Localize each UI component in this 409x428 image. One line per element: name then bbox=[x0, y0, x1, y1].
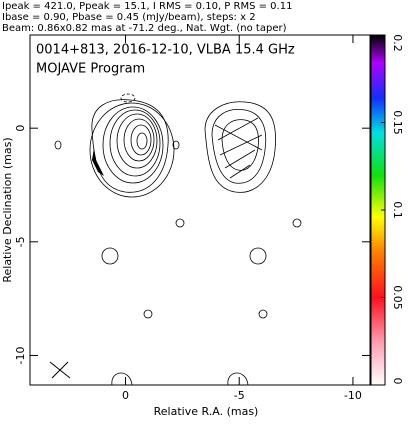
header-line: Ibase = 0.90, Pbase = 0.45 (mJy/beam), s… bbox=[2, 12, 256, 23]
header-line: Beam: 0.86x0.82 mas at -71.2 deg., Nat. … bbox=[2, 23, 287, 34]
y-axis-label: Relative Declination (mas) bbox=[1, 137, 14, 282]
x-tick-label: -10 bbox=[344, 389, 362, 402]
colorbar-tick-label: 0.1 bbox=[391, 201, 404, 219]
dark-edge bbox=[92, 148, 104, 176]
x-tick-label: -5 bbox=[234, 389, 245, 402]
contours bbox=[49, 93, 302, 386]
y-tick-label: -10 bbox=[14, 346, 27, 364]
x-axis-label: Relative R.A. (mas) bbox=[154, 405, 259, 418]
colorbar-tick-label: 0.15 bbox=[391, 110, 404, 135]
y-tick-label: 0 bbox=[14, 125, 27, 132]
chart-subtitle: MOJAVE Program bbox=[36, 62, 145, 77]
chart-title: 0014+813, 2016-12-10, VLBA 15.4 GHz bbox=[36, 43, 295, 58]
colorbar-tick-label: 0.2 bbox=[391, 34, 404, 52]
y-tick-label: -5 bbox=[14, 236, 27, 247]
plot-frame bbox=[29, 34, 371, 386]
header-line: Ipeak = 421.0, Ppeak = 15.1, I RMS = 0.1… bbox=[2, 1, 292, 12]
x-tick-label: 0 bbox=[122, 389, 129, 402]
beam bbox=[49, 361, 71, 379]
colorbar-tick-label: 0 bbox=[391, 378, 404, 385]
colorbar-tick-label: 0.05 bbox=[391, 285, 404, 310]
